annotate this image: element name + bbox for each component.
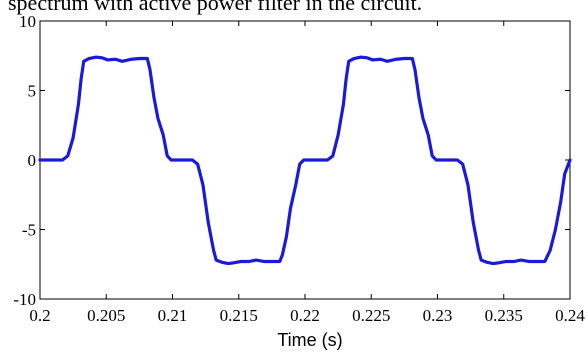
x-tick-label: 0.225 xyxy=(352,306,390,325)
x-axis-label: Time (s) xyxy=(277,330,342,350)
y-tick-label: 10 xyxy=(19,12,36,31)
y-tick-label: -5 xyxy=(22,221,36,240)
x-tick-label: 0.235 xyxy=(485,306,523,325)
series-line xyxy=(38,55,572,266)
x-tick-label: 0.23 xyxy=(423,306,453,325)
x-tick-label: 0.21 xyxy=(158,306,188,325)
x-tick-label: 0.22 xyxy=(290,306,320,325)
x-tick-label: 0.2 xyxy=(29,306,50,325)
x-tick-label: 0.205 xyxy=(87,306,125,325)
x-tick-label: 0.215 xyxy=(220,306,258,325)
caption-text: spectrum with active power filter in the… xyxy=(8,0,423,15)
y-tick-label: -10 xyxy=(13,290,36,309)
x-tick-label: 0.24 xyxy=(555,306,585,325)
y-tick-label: 5 xyxy=(28,82,37,101)
y-tick-label: 0 xyxy=(28,151,37,170)
